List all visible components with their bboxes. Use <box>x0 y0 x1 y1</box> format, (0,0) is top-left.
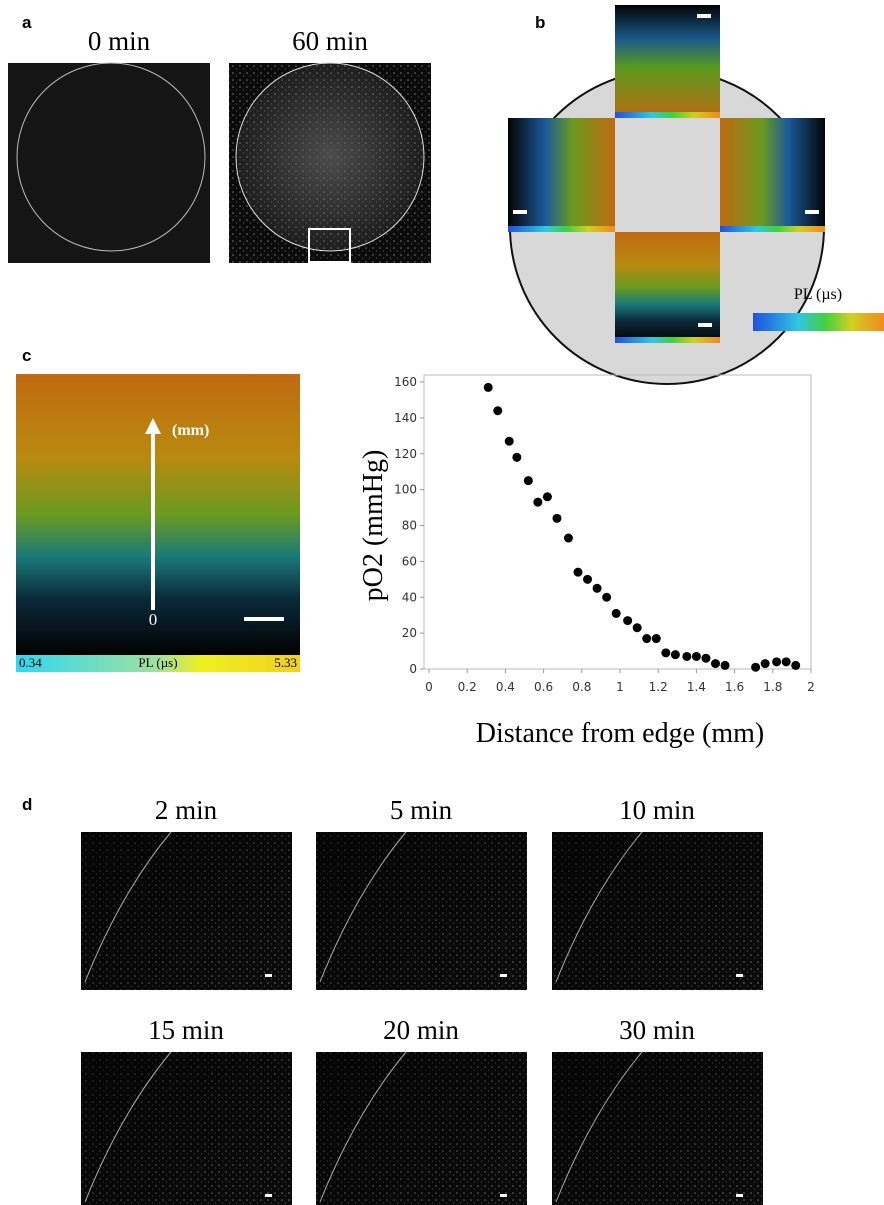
x-tick-label: 1.6 <box>725 680 744 694</box>
data-point <box>542 492 552 502</box>
data-point <box>720 660 730 670</box>
data-point <box>573 567 583 577</box>
x-tick-label: 0.2 <box>458 680 477 694</box>
data-point <box>651 634 661 644</box>
lifetime-map <box>508 5 884 385</box>
lifetime-image <box>16 374 300 672</box>
shade <box>81 832 292 990</box>
x-tick-label: 1.8 <box>763 680 782 694</box>
data-point <box>602 592 612 602</box>
data-point <box>533 497 543 507</box>
data-point <box>483 382 493 392</box>
plot-frame <box>423 374 812 670</box>
arrow-label: (mm) <box>172 422 209 439</box>
image-title: 60 min <box>292 26 368 56</box>
data-point <box>751 662 761 672</box>
edge <box>319 831 407 983</box>
panel-label: a <box>22 13 32 32</box>
y-tick-label: 20 <box>402 626 417 640</box>
shade <box>81 1052 292 1205</box>
data-point <box>563 533 573 543</box>
x-tick-label: 1.4 <box>687 680 706 694</box>
data-point <box>504 436 514 446</box>
colorbar-label: PL (µs) <box>138 655 177 670</box>
colorbar-min: 0.34 <box>19 655 42 670</box>
shade <box>316 1052 527 1205</box>
data-point <box>632 623 642 633</box>
data-point <box>711 659 720 669</box>
image-title: 2 min <box>155 795 218 825</box>
x-tick-label: 2 <box>807 680 815 694</box>
data-point <box>493 406 503 416</box>
x-tick-label: 0 <box>425 680 433 694</box>
panel-label: b <box>535 13 545 32</box>
y-tick-label: 40 <box>402 590 417 604</box>
data-point <box>623 616 633 626</box>
data-point <box>661 648 671 658</box>
x-tick-label: 1.2 <box>649 680 668 694</box>
y-tick-label: 0 <box>409 662 417 676</box>
data-point <box>772 657 782 667</box>
image-title: 5 min <box>390 795 453 825</box>
scale-bar <box>736 974 743 977</box>
image-title: 30 min <box>619 1015 695 1045</box>
edge <box>555 1051 643 1203</box>
x-axis-label: Distance from edge (mm) <box>476 718 764 749</box>
data-point <box>701 653 711 663</box>
data-point <box>670 650 680 660</box>
y-tick-label: 120 <box>394 447 417 461</box>
data-point <box>512 452 522 462</box>
edge <box>84 1051 172 1203</box>
panel-label: d <box>22 795 32 814</box>
y-tick-label: 100 <box>394 483 417 497</box>
edge <box>555 831 643 983</box>
scale-bar <box>265 1194 272 1197</box>
x-tick-label: 0.6 <box>534 680 553 694</box>
y-tick-label: 140 <box>394 411 417 425</box>
data-point <box>583 574 593 584</box>
edge <box>84 831 172 983</box>
scale-bar <box>265 974 272 977</box>
image-title: 0 min <box>88 26 151 56</box>
scale-bar <box>736 1194 743 1197</box>
x-tick-label: 0.4 <box>496 680 515 694</box>
y-tick-label: 60 <box>402 554 417 568</box>
data-point <box>760 659 770 669</box>
data-point <box>781 657 791 667</box>
scale-bar <box>500 1194 507 1197</box>
panel-label: c <box>22 346 31 365</box>
data-point <box>691 651 701 661</box>
image-title: 10 min <box>619 795 695 825</box>
data-point <box>682 651 692 661</box>
data-point <box>642 634 652 644</box>
data-point <box>611 608 621 618</box>
colorbar-max: 5.33 <box>274 655 297 670</box>
colorbar-label: PL (µs) <box>794 286 842 303</box>
x-tick-label: 1 <box>616 680 624 694</box>
data-point <box>552 513 562 523</box>
shade <box>552 1052 763 1205</box>
y-tick-label: 80 <box>402 519 417 533</box>
arrow-origin: 0 <box>149 610 158 629</box>
x-tick-label: 0.8 <box>572 680 591 694</box>
micrograph-grid <box>81 831 763 1205</box>
y-axis-label: pO2 (mmHg) <box>358 450 389 602</box>
y-tick-label: 160 <box>394 375 417 389</box>
data-point <box>592 583 602 593</box>
shade <box>552 832 763 990</box>
micrograph <box>8 62 431 263</box>
data-point <box>791 660 801 670</box>
scale-bar <box>500 974 507 977</box>
shade <box>316 832 527 990</box>
data-point <box>523 476 533 486</box>
edge <box>319 1051 407 1203</box>
image-title: 15 min <box>148 1015 224 1045</box>
image-title: 20 min <box>383 1015 459 1045</box>
